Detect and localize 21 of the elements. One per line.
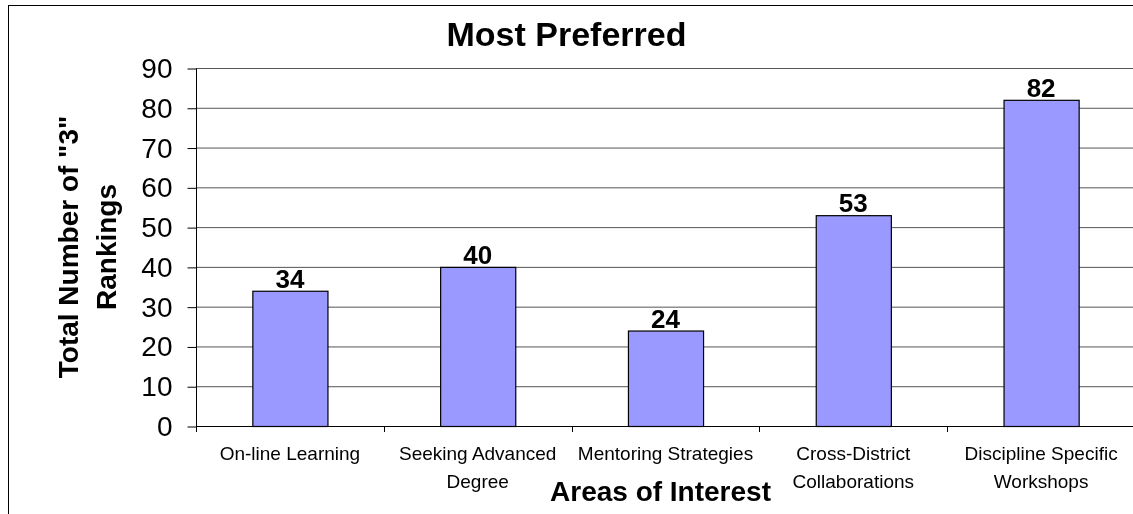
y-tick-label: 90 (141, 52, 173, 84)
y-tick-label: 80 (141, 92, 173, 124)
data-label: 53 (838, 188, 868, 219)
y-tick-label: 70 (141, 132, 173, 164)
x-tick-label: Cross-District Collaborations (792, 443, 915, 492)
y-axis-title: Total Number of "3" Rankings (53, 115, 122, 379)
y-tick-label: 10 (141, 371, 173, 403)
y-tick-label: 60 (141, 172, 173, 204)
data-label: 82 (1026, 72, 1056, 103)
data-label: 34 (275, 263, 305, 294)
y-tick-label: 40 (141, 251, 173, 283)
x-tick-label: Mentoring Strategies (577, 443, 754, 464)
chart-title: Most Preferred (446, 15, 687, 53)
data-label: 24 (651, 303, 681, 334)
data-label: 40 (463, 239, 493, 270)
y-tick-label: 20 (141, 331, 173, 363)
x-tick-label: Discipline Specific Workshops (964, 443, 1118, 492)
y-tick-label: 50 (141, 212, 173, 244)
x-tick-label: On-line Learning (219, 443, 361, 464)
y-tick-label: 30 (141, 291, 173, 323)
y-tick-label: 0 (156, 410, 173, 442)
